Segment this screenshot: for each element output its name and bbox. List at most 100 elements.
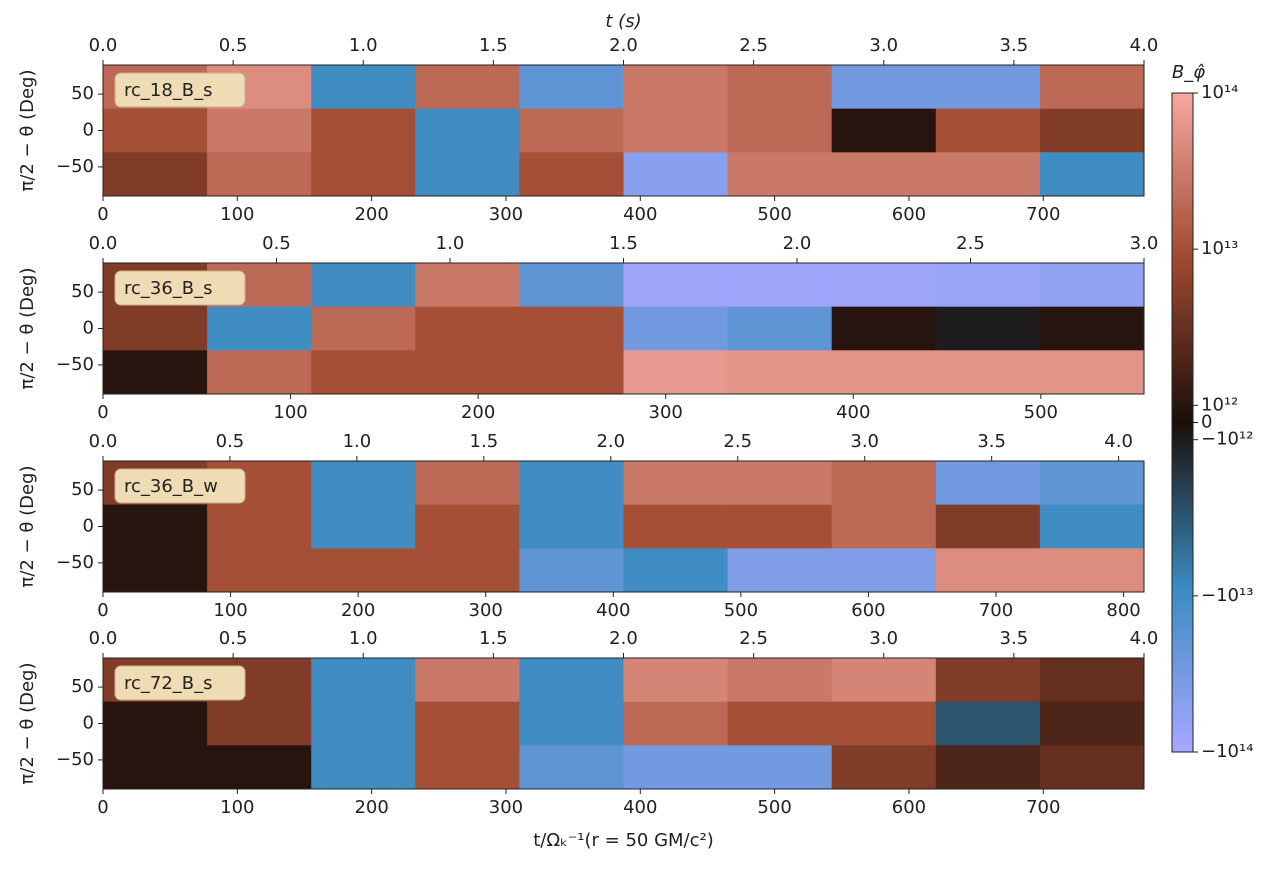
top-x-tick-label: 2.5 [739,35,768,56]
heatmap-cell [311,658,416,703]
panel-label: rc_18_B_s [114,72,246,108]
x-tick-label: 100 [220,797,254,818]
top-x-tick-label: 3.0 [869,628,898,649]
heatmap-cell [311,548,416,593]
heatmap-cell [207,108,312,153]
heatmap-cell [207,350,312,395]
heatmap-cell [831,701,937,746]
heatmap-cell [103,745,208,790]
heatmap-cell [727,658,833,703]
top-x-tick-label: 2.5 [956,233,985,254]
panel-label-box [114,72,246,108]
x-tick-label: 0 [97,797,108,818]
heatmap-cell [727,548,833,593]
y-tick-label: 0 [83,120,94,141]
panel-label-text: rc_18_B_s [124,80,213,101]
heatmap-cell [519,658,624,703]
heatmap-cell [935,108,1041,153]
y-axis-label: π/2 − θ (Deg) [17,465,38,587]
heatmap-cell [831,152,937,197]
y-tick-label: 0 [83,318,94,339]
x-tick-label: 500 [757,797,791,818]
colorbar-tick-label: 0 [1201,412,1212,433]
heatmap-cell [207,745,312,790]
y-axis-label: π/2 − θ (Deg) [17,267,38,389]
heatmap-cell [935,658,1041,703]
y-axis-label: π/2 − θ (Deg) [17,662,38,784]
top-x-tick-label: 3.0 [1130,233,1159,254]
top-x-tick-label: 3.0 [869,35,898,56]
heatmap-cell [727,263,833,308]
heatmap-cell [935,350,1041,395]
heatmap-cell [1039,745,1145,790]
heatmap-cell [415,350,520,395]
x-tick-label: 600 [892,797,926,818]
heatmap-cell [727,306,833,351]
heatmap-cell [1039,350,1145,395]
y-tick-label: −50 [56,156,94,177]
heatmap-cell [1039,701,1145,746]
heatmap-cell [311,350,416,395]
top-x-tick-label: 4.0 [1130,628,1159,649]
heatmap-cell [935,306,1041,351]
top-x-tick-label: 1.0 [343,431,372,452]
heatmap-cell [207,152,312,197]
heatmap-cell [519,548,624,593]
y-tick-label: −50 [56,749,94,770]
x-tick-label: 300 [489,797,523,818]
panel-label-text: rc_36_B_w [124,476,218,497]
y-tick-label: 50 [71,281,94,302]
heatmap-cell [831,65,937,110]
heatmap-cell [623,461,729,506]
y-tick-label: −50 [56,552,94,573]
y-tick-label: 50 [71,676,94,697]
heatmap-cell [1039,65,1145,110]
heatmap-cell [1039,548,1145,593]
y-tick-label: 50 [71,83,94,104]
heatmap-cell [1039,461,1145,506]
x-tick-label: 300 [489,204,523,225]
heatmap-cell [831,350,937,395]
heatmap-cell [103,108,208,153]
x-tick-label: 700 [979,600,1013,621]
heatmap-cell [311,108,416,153]
heatmap-cell [103,701,208,746]
heatmap-cell [727,108,833,153]
heatmap-cell [831,108,937,153]
heatmap-cell [727,504,833,549]
colorbar-tick-label: −10¹⁴ [1201,741,1253,762]
panel-label: rc_72_B_s [114,665,246,701]
heatmap-cell [311,745,416,790]
colorbar-tick-label: 10¹⁴ [1201,82,1238,103]
x-tick-label: 0 [97,600,108,621]
heatmap-cell [623,745,729,790]
heatmap-cell [1039,306,1145,351]
heatmap-cell [415,152,520,197]
heatmap-cell [415,701,520,746]
x-tick-label: 200 [461,402,495,423]
x-tick-label: 500 [1024,402,1058,423]
heatmap-cell [831,745,937,790]
x-tick-label: 800 [1106,600,1140,621]
heatmap-cell [1039,108,1145,153]
heatmap-cell [1039,152,1145,197]
panel-label-text: rc_72_B_s [124,673,213,694]
heatmap-cell [623,504,729,549]
panel-label-box [114,665,246,701]
top-x-tick-label: 1.5 [609,233,638,254]
heatmap-cell [207,548,312,593]
heatmap-cell [623,65,729,110]
heatmap-cell [415,504,520,549]
top-x-tick-label: 3.5 [1000,628,1029,649]
heatmap-cell [207,504,312,549]
heatmap-cell [415,263,520,308]
heatmap-cell [207,701,312,746]
colorbar-tick-label: 10¹³ [1201,238,1238,259]
heatmap-cell [935,152,1041,197]
x-tick-label: 500 [757,204,791,225]
y-tick-label: 0 [83,713,94,734]
top-x-tick-label: 1.5 [479,35,508,56]
colorbar [1171,92,1194,753]
heatmap-cell [415,745,520,790]
heatmap-cell [311,701,416,746]
